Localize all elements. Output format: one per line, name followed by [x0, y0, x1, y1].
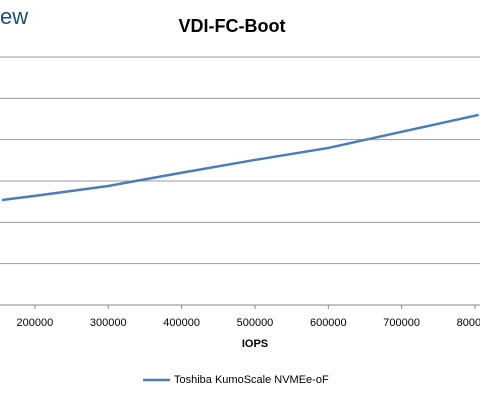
x-tick-label: 200000 [17, 317, 54, 329]
x-tick-label: 400000 [163, 317, 200, 329]
x-tick-label: 300000 [90, 317, 127, 329]
legend-label: Toshiba KumoScale NVMEe-oF [174, 374, 329, 386]
chart-title: VDI-FC-Boot [179, 16, 286, 36]
logo-text: ew [0, 4, 28, 29]
x-tick-label: 500000 [237, 317, 274, 329]
x-tick-label: 700000 [383, 317, 420, 329]
x-tick-label: 600000 [310, 317, 347, 329]
x-axis-label: IOPS [242, 338, 268, 350]
series-line [1, 113, 479, 202]
x-tick-label: 800000 [457, 317, 480, 329]
